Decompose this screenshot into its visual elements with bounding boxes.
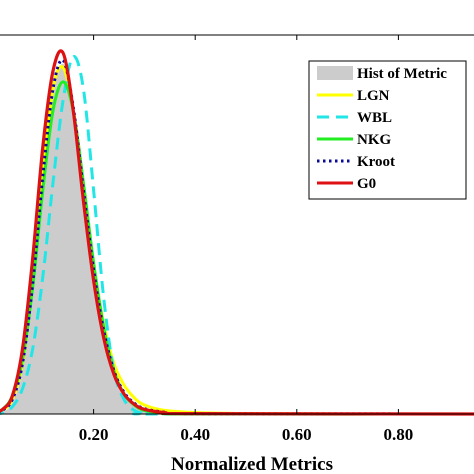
histogram-area [0, 63, 165, 414]
axes-layer: 0.20 0.40 0.60 0.80 [0, 34, 474, 444]
series-line-wbl [0, 55, 474, 416]
x-tick-label: 0.40 [180, 425, 210, 444]
series-line-g0 [0, 49, 474, 416]
legend-label: Kroot [357, 154, 395, 170]
legend-label: LGN [357, 88, 390, 104]
legend-label: NKG [357, 132, 392, 148]
x-tick-label: 0.60 [282, 425, 312, 444]
legend-label: WBL [357, 110, 392, 126]
legend-box [308, 60, 467, 200]
legend-label: Hist of Metric [357, 66, 447, 82]
x-tick-label: 0.80 [384, 425, 414, 444]
legend-label: G0 [357, 176, 376, 192]
legend-swatch [317, 66, 353, 80]
x-axis-title: Normalized Metrics [171, 454, 333, 474]
legend: Hist of Metric LGN WBL NKG Kroot G0 [308, 60, 467, 200]
x-tick-label: 0.20 [79, 425, 109, 444]
plot-layer [0, 49, 474, 416]
